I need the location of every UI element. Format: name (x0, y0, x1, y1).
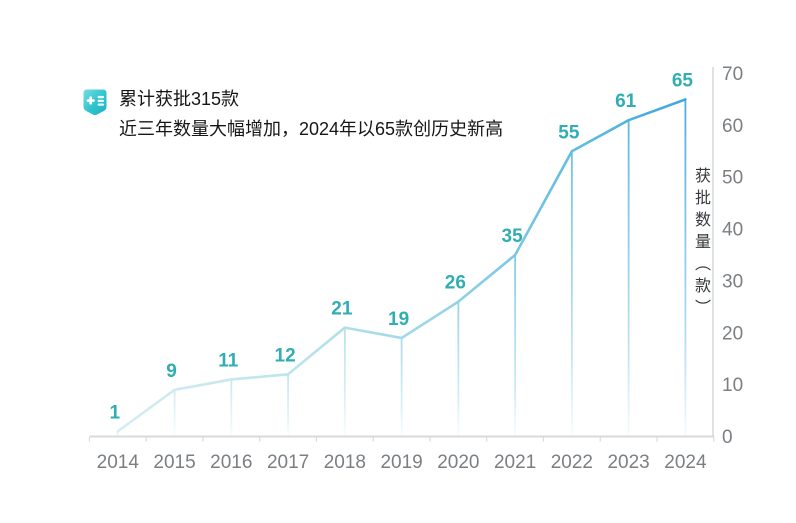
series-line (116, 98, 687, 433)
y-axis-title: 获批数量（款） (692, 167, 709, 321)
data-label: 65 (672, 70, 694, 91)
data-label: 9 (166, 361, 177, 382)
y-tick-label: 40 (722, 220, 743, 241)
chart-header: 累计获批315款 近三年数量大幅增加，2024年以65款创历史新高 (78, 84, 503, 144)
y-tick-label: 0 (722, 427, 733, 448)
header-title: 累计获批315款 (119, 89, 240, 109)
y-tick-label: 10 (722, 375, 743, 396)
data-label: 61 (615, 91, 637, 112)
x-tick-label: 2021 (494, 452, 536, 473)
x-tick-label: 2015 (153, 452, 195, 473)
y-tick-label: 50 (722, 168, 743, 189)
data-label: 19 (388, 309, 409, 330)
x-tick-label: 2016 (210, 452, 252, 473)
data-label: 26 (445, 273, 466, 294)
data-label: 35 (502, 226, 524, 247)
x-tick-label: 2022 (551, 452, 593, 473)
x-tick-label: 2023 (607, 452, 649, 473)
y-tick-label: 30 (722, 271, 743, 292)
x-tick-label: 2019 (380, 452, 422, 473)
x-tick-label: 2014 (97, 452, 140, 473)
data-label: 1 (110, 402, 121, 423)
x-tick-label: 2020 (437, 452, 479, 473)
x-tick-label: 2024 (664, 452, 707, 473)
data-label: 55 (558, 122, 580, 143)
y-tick-label: 20 (722, 323, 743, 344)
y-tick-label: 70 (722, 64, 743, 85)
header-subtitle: 近三年数量大幅增加，2024年以65款创历史新高 (119, 119, 504, 139)
data-label: 11 (218, 350, 239, 371)
data-label: 21 (331, 299, 353, 320)
data-label: 12 (275, 345, 296, 366)
medical-record-badge-icon (83, 89, 107, 116)
x-tick-label: 2018 (324, 452, 366, 473)
x-tick-label: 2017 (267, 452, 309, 473)
y-tick-label: 60 (722, 116, 743, 137)
